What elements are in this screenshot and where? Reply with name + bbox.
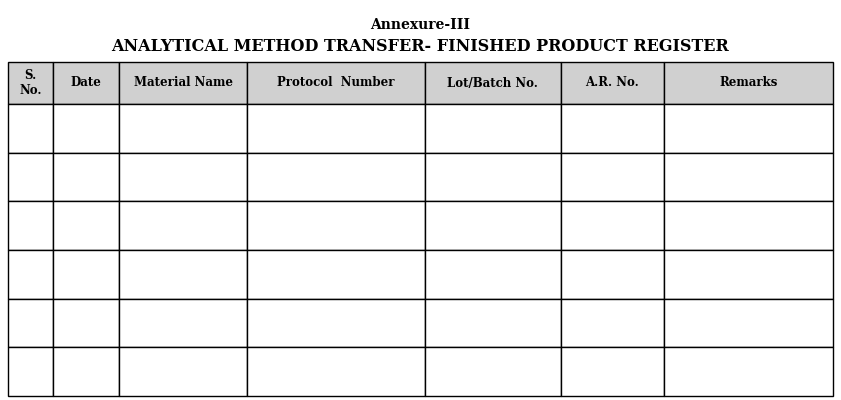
Bar	[561, 347, 664, 396]
Bar	[664, 104, 833, 153]
Bar	[425, 347, 561, 396]
Bar	[53, 153, 119, 201]
Bar	[561, 153, 664, 201]
Bar	[425, 250, 561, 299]
Bar	[561, 201, 664, 250]
Bar	[561, 62, 664, 104]
Bar	[247, 62, 425, 104]
Bar	[8, 347, 53, 396]
Bar	[561, 104, 664, 153]
Bar	[664, 153, 833, 201]
Text: Material Name: Material Name	[134, 76, 233, 90]
Bar	[53, 62, 119, 104]
Bar	[425, 153, 561, 201]
Bar	[247, 347, 425, 396]
Bar	[8, 250, 53, 299]
Bar	[53, 299, 119, 347]
Bar	[247, 153, 425, 201]
Bar	[425, 201, 561, 250]
Bar	[247, 250, 425, 299]
Text: ANALYTICAL METHOD TRANSFER- FINISHED PRODUCT REGISTER: ANALYTICAL METHOD TRANSFER- FINISHED PRO…	[112, 38, 729, 55]
Text: Date: Date	[71, 76, 102, 90]
Bar	[53, 104, 119, 153]
Text: S.
No.: S. No.	[19, 69, 42, 97]
Bar	[247, 104, 425, 153]
Bar	[119, 299, 247, 347]
Bar	[561, 250, 664, 299]
Bar	[8, 104, 53, 153]
Text: Protocol  Number: Protocol Number	[278, 76, 394, 90]
Text: Remarks: Remarks	[719, 76, 778, 90]
Bar	[561, 299, 664, 347]
Bar	[664, 250, 833, 299]
Bar	[664, 347, 833, 396]
Bar	[119, 250, 247, 299]
Bar	[247, 201, 425, 250]
Bar	[425, 62, 561, 104]
Bar	[664, 299, 833, 347]
Bar	[8, 299, 53, 347]
Bar	[53, 347, 119, 396]
Bar	[119, 104, 247, 153]
Text: Lot/Batch No.: Lot/Batch No.	[447, 76, 538, 90]
Bar	[664, 201, 833, 250]
Bar	[8, 153, 53, 201]
Bar	[247, 299, 425, 347]
Text: A.R. No.: A.R. No.	[585, 76, 639, 90]
Bar	[664, 62, 833, 104]
Bar	[53, 201, 119, 250]
Bar	[119, 347, 247, 396]
Text: Annexure-III: Annexure-III	[371, 18, 470, 32]
Bar	[8, 201, 53, 250]
Bar	[8, 62, 53, 104]
Bar	[425, 299, 561, 347]
Bar	[119, 62, 247, 104]
Bar	[119, 201, 247, 250]
Bar	[425, 104, 561, 153]
Bar	[119, 153, 247, 201]
Bar	[53, 250, 119, 299]
